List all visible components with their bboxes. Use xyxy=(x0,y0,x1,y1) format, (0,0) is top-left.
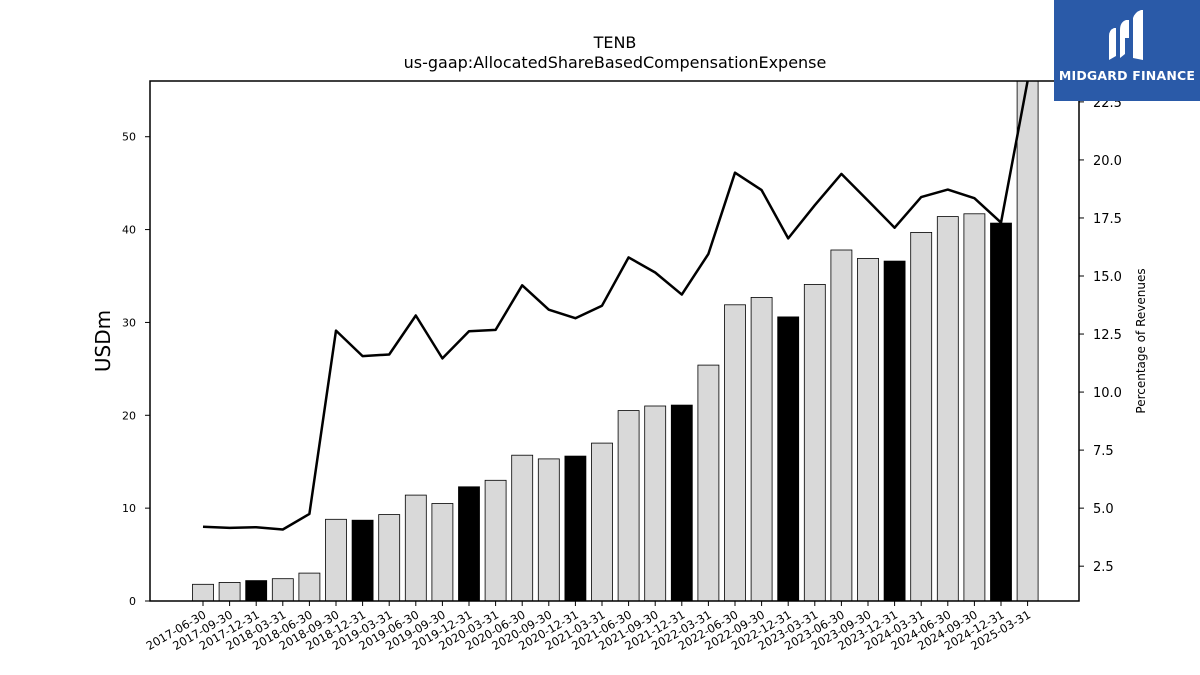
bar-2019-06-30 xyxy=(404,494,427,602)
bar-2023-12-31 xyxy=(883,260,906,602)
bar-2020-06-30 xyxy=(511,454,534,602)
brand-logo: MIDGARD FINANCE xyxy=(1054,0,1200,101)
y-tick-label-right: 2.5 xyxy=(1093,560,1114,575)
bar-2023-09-30 xyxy=(857,257,879,602)
y-tick-label-left: 40 xyxy=(122,224,136,237)
y-tick-label-left: 20 xyxy=(122,409,136,422)
plot-frame xyxy=(149,80,1080,602)
bar-2019-12-31 xyxy=(458,486,480,602)
y-tick-label-right: 5.0 xyxy=(1093,502,1114,517)
bar-2021-09-30 xyxy=(644,405,667,602)
y-tick-label-right: 12.5 xyxy=(1093,328,1122,343)
bar-2022-09-30 xyxy=(750,296,773,602)
bar-2019-09-30 xyxy=(431,503,454,602)
bar-2017-06-30 xyxy=(192,583,214,602)
bar-2018-06-30 xyxy=(298,572,321,602)
y-tick-label-left: 0 xyxy=(129,595,136,608)
bar-2024-12-31 xyxy=(990,222,1012,602)
y-tick-label-right: 17.5 xyxy=(1093,212,1122,227)
brand-name: MIDGARD FINANCE xyxy=(1058,68,1196,83)
bar-2020-09-30 xyxy=(537,458,560,602)
bar-2024-09-30 xyxy=(963,213,986,602)
bar-2023-03-31 xyxy=(803,283,826,602)
midgard-logo-icon xyxy=(1109,10,1143,60)
bar-2025-03-31 xyxy=(1016,80,1039,602)
bar-2022-06-30 xyxy=(724,304,746,602)
y-tick-label-right: 20.0 xyxy=(1093,154,1122,169)
bar-2021-03-31 xyxy=(591,442,613,602)
bar-2018-03-31 xyxy=(271,578,294,602)
line-group xyxy=(202,80,1029,531)
line-series-percentage-of-revenues xyxy=(202,80,1029,531)
bar-2019-03-31 xyxy=(378,514,401,602)
bar-2024-03-31 xyxy=(910,231,933,602)
y-axis-label-right: Percentage of Revenues xyxy=(1134,268,1148,413)
bar-2018-12-31 xyxy=(351,519,374,602)
y-tick-label-left: 50 xyxy=(122,131,136,144)
bar-2024-06-30 xyxy=(936,216,959,602)
bar-2020-03-31 xyxy=(484,479,507,602)
y-tick-label-right: 15.0 xyxy=(1093,270,1122,285)
bar-2022-03-31 xyxy=(697,364,720,602)
y-axis-label-left: USDm xyxy=(91,310,115,372)
chart-title: TENB xyxy=(593,33,637,52)
bars-group xyxy=(192,80,1039,602)
bar-2021-06-30 xyxy=(617,410,640,602)
bar-2017-12-31 xyxy=(245,580,268,602)
bar-2022-12-31 xyxy=(777,316,800,602)
chart-subtitle: us-gaap:AllocatedShareBasedCompensationE… xyxy=(404,53,827,72)
bar-2021-12-31 xyxy=(670,404,693,602)
bar-2018-09-30 xyxy=(325,518,347,602)
y-axis-right: 2.55.07.510.012.515.017.520.022.5 xyxy=(1079,96,1122,575)
bar-2023-06-30 xyxy=(830,249,853,602)
x-axis: 2017-06-302017-09-302017-12-312018-03-31… xyxy=(144,601,1033,653)
y-tick-label-right: 10.0 xyxy=(1093,386,1122,401)
y-tick-label-left: 30 xyxy=(122,316,136,329)
y-axis-left: 0 10 20 30 40 50 xyxy=(122,131,150,608)
bar-2020-12-31 xyxy=(564,455,587,602)
bar-2017-09-30 xyxy=(218,582,241,602)
y-tick-label-left: 10 xyxy=(122,502,136,515)
y-tick-label-right: 7.5 xyxy=(1093,444,1114,459)
